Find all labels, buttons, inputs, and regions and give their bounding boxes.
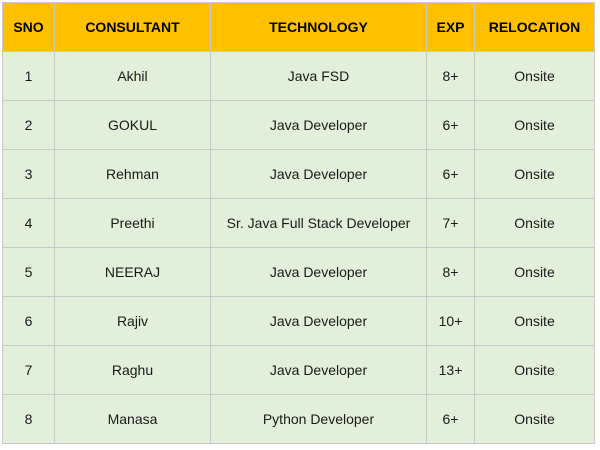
technology-cell: Python Developer xyxy=(210,394,427,444)
header-row: SNO CONSULTANT TECHNOLOGY EXP RELOCATION xyxy=(2,2,595,52)
table-body: 1 Akhil Java FSD 8+ Onsite 2 GOKUL Java Develop… xyxy=(2,51,595,444)
table-row: 6 Rajiv Java Developer 10+ Onsite xyxy=(2,296,595,346)
exp-cell: 6+ xyxy=(426,394,475,444)
technology-cell: Sr. Java Full Stack Developer xyxy=(210,198,427,248)
sno-cell: 5 xyxy=(2,247,55,297)
technology-cell: Java FSD xyxy=(210,51,427,101)
consultant-cell: GOKUL xyxy=(54,100,211,150)
sno-cell: 8 xyxy=(2,394,55,444)
consultant-cell: Manasa xyxy=(54,394,211,444)
column-header-sno: SNO xyxy=(2,2,55,52)
column-header-exp: EXP xyxy=(426,2,475,52)
exp-cell: 6+ xyxy=(426,149,475,199)
table-row: 2 GOKUL Java Developer 6+ Onsite xyxy=(2,100,595,150)
consultant-table: SNO CONSULTANT TECHNOLOGY EXP RELOCATION… xyxy=(2,2,595,444)
relocation-cell: Onsite xyxy=(474,345,595,395)
technology-cell: Java Developer xyxy=(210,345,427,395)
relocation-cell: Onsite xyxy=(474,247,595,297)
technology-cell: Java Developer xyxy=(210,247,427,297)
consultant-cell: Rajiv xyxy=(54,296,211,346)
relocation-cell: Onsite xyxy=(474,100,595,150)
technology-cell: Java Developer xyxy=(210,296,427,346)
exp-cell: 13+ xyxy=(426,345,475,395)
consultant-cell: Raghu xyxy=(54,345,211,395)
relocation-cell: Onsite xyxy=(474,149,595,199)
table-row: 8 Manasa Python Developer 6+ Onsite xyxy=(2,394,595,444)
table-header: SNO CONSULTANT TECHNOLOGY EXP RELOCATION xyxy=(2,2,595,52)
relocation-cell: Onsite xyxy=(474,296,595,346)
relocation-cell: Onsite xyxy=(474,51,595,101)
consultant-cell: Akhil xyxy=(54,51,211,101)
technology-cell: Java Developer xyxy=(210,149,427,199)
exp-cell: 7+ xyxy=(426,198,475,248)
sno-cell: 3 xyxy=(2,149,55,199)
consultant-cell: Preethi xyxy=(54,198,211,248)
table-row: 7 Raghu Java Developer 13+ Onsite xyxy=(2,345,595,395)
table-row: 3 Rehman Java Developer 6+ Onsite xyxy=(2,149,595,199)
relocation-cell: Onsite xyxy=(474,198,595,248)
table-row: 1 Akhil Java FSD 8+ Onsite xyxy=(2,51,595,101)
column-header-relocation: RELOCATION xyxy=(474,2,595,52)
exp-cell: 6+ xyxy=(426,100,475,150)
consultant-cell: NEERAJ xyxy=(54,247,211,297)
column-header-technology: TECHNOLOGY xyxy=(210,2,427,52)
sno-cell: 4 xyxy=(2,198,55,248)
table-row: 4 Preethi Sr. Java Full Stack Developer 7+ O… xyxy=(2,198,595,248)
table-row: 5 NEERAJ Java Developer 8+ Onsite xyxy=(2,247,595,297)
exp-cell: 8+ xyxy=(426,51,475,101)
relocation-cell: Onsite xyxy=(474,394,595,444)
exp-cell: 8+ xyxy=(426,247,475,297)
sno-cell: 7 xyxy=(2,345,55,395)
exp-cell: 10+ xyxy=(426,296,475,346)
consultant-cell: Rehman xyxy=(54,149,211,199)
sno-cell: 2 xyxy=(2,100,55,150)
sno-cell: 1 xyxy=(2,51,55,101)
technology-cell: Java Developer xyxy=(210,100,427,150)
column-header-consultant: CONSULTANT xyxy=(54,2,211,52)
sno-cell: 6 xyxy=(2,296,55,346)
